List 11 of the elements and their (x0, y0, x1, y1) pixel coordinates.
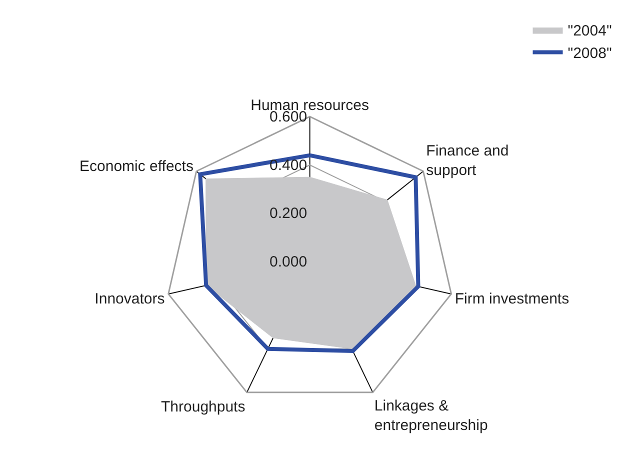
spoke-label: Firm investments (454, 290, 570, 308)
spoke-label: Innovators (94, 290, 165, 308)
y-tick-label: 0.000 (270, 254, 308, 271)
spoke-label: Linkages & entrepreneurship (374, 398, 488, 434)
y-tick-label: 0.400 (270, 156, 308, 174)
y-tick-label: 0.200 (270, 205, 308, 222)
spoke-label: Throughputs (161, 398, 246, 416)
legend-label: "2008" (568, 45, 612, 62)
spoke-label: Finance and support (426, 142, 509, 179)
spoke-label: Economic effects (80, 158, 194, 176)
legend-label: "2004" (568, 22, 612, 40)
